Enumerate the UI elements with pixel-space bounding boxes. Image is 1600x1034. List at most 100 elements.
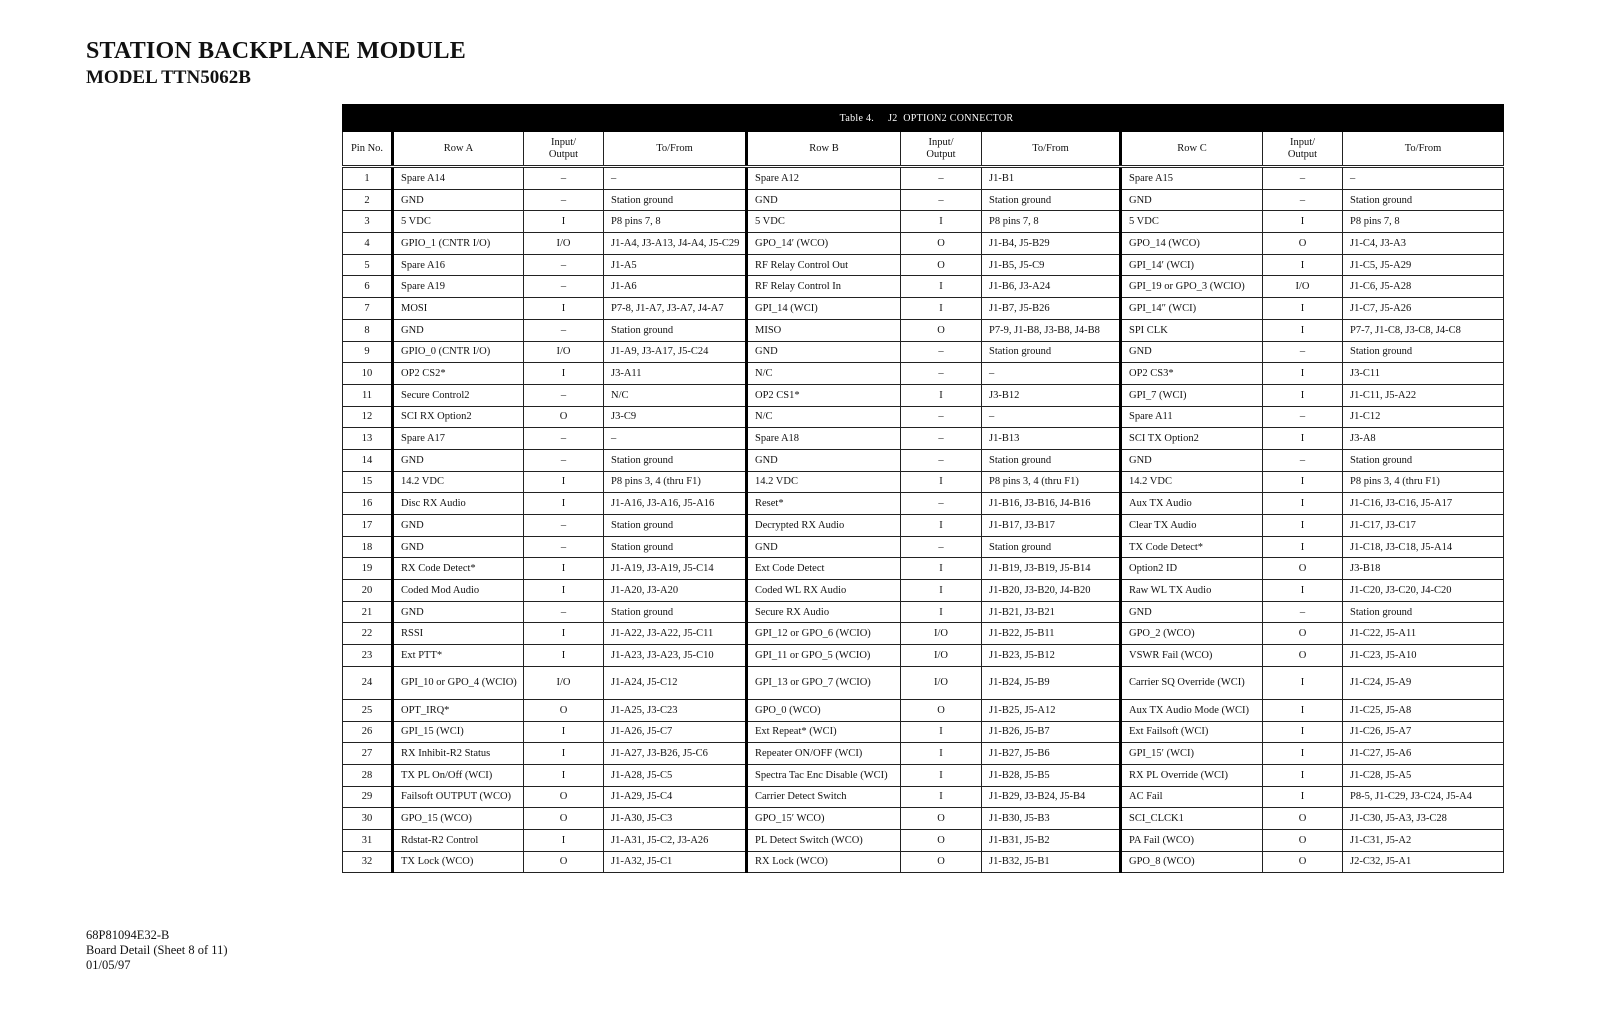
table-cell: – xyxy=(1262,340,1343,364)
sheet-label: Board Detail (Sheet 8 of 11) xyxy=(86,943,228,957)
table-cell: Secure Control2 xyxy=(391,383,524,407)
table-cell: J1-B31, J5-B2 xyxy=(981,828,1121,852)
table-cell: I xyxy=(900,383,982,407)
table-cell: – xyxy=(1262,166,1343,190)
page-title: STATION BACKPLANE MODULE xyxy=(86,38,466,64)
table-cell: J1-C25, J5-A8 xyxy=(1341,698,1505,722)
table-cell: J1-A26, J5-C7 xyxy=(603,720,747,744)
table-cell: 5 VDC xyxy=(391,210,524,234)
pin-number-cell: 25 xyxy=(342,698,393,722)
table-cell: P7-7, J1-C8, J3-C8, J4-C8 xyxy=(1341,318,1505,342)
table-cell: – xyxy=(523,188,604,212)
table-cell: O xyxy=(1262,557,1343,581)
column-header: Pin No. xyxy=(342,131,393,168)
column-header: Input/ Output xyxy=(1262,131,1343,168)
table-row: 10 OP2 CS2* I J3-A11 N/C – – OP2 CS3* I J3-C11 xyxy=(342,362,1505,385)
doc-date: 01/05/97 xyxy=(86,958,131,972)
table-cell: P8 pins 7, 8 xyxy=(603,210,747,234)
table-cell: Clear TX Audio xyxy=(1119,514,1263,537)
table-cell: Option2 ID xyxy=(1119,557,1263,581)
table-cell: J1-A9, J3-A17, J5-C24 xyxy=(603,340,747,364)
footer: 68P81094E32-B Board Detail (Sheet 8 of 1… xyxy=(86,928,228,973)
table-cell: J1-C28, J5-A5 xyxy=(1341,763,1505,787)
table-cell: – xyxy=(523,383,604,407)
table-cell: Coded WL RX Audio xyxy=(745,579,901,602)
table-cell: P8 pins 7, 8 xyxy=(1341,210,1505,234)
table-cell: J1-B27, J5-B6 xyxy=(981,742,1121,765)
table-cell: J1-B7, J5-B26 xyxy=(981,297,1121,320)
table-cell: Rdstat-R2 Control xyxy=(391,828,524,852)
table-cell: J3-A11 xyxy=(603,362,747,385)
table-cell: OPT_IRQ* xyxy=(391,698,524,722)
table-row: 5 Spare A16– J1-A5 RF Relay Control Out O J1-… xyxy=(342,253,1505,277)
table-cell: GPO_15′ WCO) xyxy=(745,807,901,830)
table-cell: – xyxy=(523,275,604,299)
table-cell: OP2 CS3* xyxy=(1119,362,1263,385)
table-row: 25 OPT_IRQ* O J1-A25, J3-C23 GPO_0 (WCO) O J1-… xyxy=(342,698,1505,722)
table-cell: GPI_13 or GPO_7 (WCIO) xyxy=(745,665,901,700)
connector-table: Table 4. J2 OPTION2 CONNECTOR Pin No. Row… xyxy=(341,104,1505,874)
table-cell: VSWR Fail (WCO) xyxy=(1119,644,1263,667)
table-cell: J1-C16, J3-C16, J5-A17 xyxy=(1341,492,1505,515)
table-cell: J1-C17, J3-C17 xyxy=(1341,514,1505,537)
table-cell: 14.2 VDC xyxy=(391,470,524,494)
table-cell: J1-A20, J3-A20 xyxy=(603,579,747,602)
pin-number-cell: 17 xyxy=(342,514,393,537)
table-cell: Spare A11 xyxy=(1119,405,1263,429)
table-cell: J1-A5 xyxy=(603,253,747,277)
table-row: 18 GND – Station ground GND – Station ground TX… xyxy=(342,535,1505,559)
table-cell: J1-A25, J3-C23 xyxy=(603,698,747,722)
table-cell: – xyxy=(523,600,604,624)
table-cell: Carrier SQ Override (WCI) xyxy=(1119,665,1263,700)
table-cell: GND xyxy=(1119,188,1263,212)
table-cell: Raw WL TX Audio xyxy=(1119,579,1263,602)
table-cell: 14.2 VDC xyxy=(1119,470,1263,494)
table-cell: O xyxy=(900,318,982,342)
table-cell: Spectra Tac Enc Disable (WCI) xyxy=(745,763,901,787)
table-cell: P8 pins 3, 4 (thru F1) xyxy=(1341,470,1505,494)
table-cell: Spare A19 xyxy=(391,275,524,299)
pin-number-cell: 8 xyxy=(342,318,393,342)
table-cell: J3-B12 xyxy=(981,383,1121,407)
pin-number-cell: 19 xyxy=(342,557,393,581)
pin-number-cell: 26 xyxy=(342,720,393,744)
table-cell: J1-A31, J5-C2, J3-A26 xyxy=(603,828,747,852)
table-cell: – xyxy=(523,253,604,277)
table-row: 12 SCI RX Option2 O J3-C9 N/C – – Spare A11– J1-… xyxy=(342,405,1505,429)
table-row: 2 GND – Station ground GND – Station ground GND… xyxy=(342,188,1505,212)
pin-number-cell: 23 xyxy=(342,644,393,667)
table-cell: I xyxy=(523,579,604,602)
table-cell: I xyxy=(900,514,982,537)
table-cell: I xyxy=(1262,210,1343,234)
table-cell: Failsoft OUTPUT (WCO) xyxy=(391,785,524,809)
table-cell: N/C xyxy=(745,362,901,385)
table-cell: I xyxy=(1262,579,1343,602)
table-cell: I xyxy=(1262,785,1343,809)
table-row: 16 Disc RX Audio I J1-A16, J3-A16, J5-A16 Re… xyxy=(342,492,1505,515)
column-header: To/From xyxy=(981,131,1121,168)
table-cell: AC Fail xyxy=(1119,785,1263,809)
table-caption: Table 4. J2 OPTION2 CONNECTOR xyxy=(341,104,1505,132)
table-cell: P7-9, J1-B8, J3-B8, J4-B8 xyxy=(981,318,1121,342)
table-cell: J1-C20, J3-C20, J4-C20 xyxy=(1341,579,1505,602)
table-row: 7 MOSI I P7-8, J1-A7, J3-A7, J4-A7 GPI_14 (W… xyxy=(342,297,1505,320)
table-row: 8 GND – Station ground MISO O P7-9, J1-B8, J3-… xyxy=(342,318,1505,342)
table-cell: I xyxy=(523,492,604,515)
table-cell: J1-A28, J5-C5 xyxy=(603,763,747,787)
table-cell: I xyxy=(900,579,982,602)
table-cell: TX Code Detect* xyxy=(1119,535,1263,559)
table-row: 28 TX PL On/Off (WCI) I J1-A28, J5-C5 Spectr… xyxy=(342,763,1505,787)
table-cell: N/C xyxy=(603,383,747,407)
table-cell: Station ground xyxy=(1341,448,1505,472)
table-cell: 5 VDC xyxy=(745,210,901,234)
table-header-row: Pin No. Row A Input/ Output To/From Row B Inp… xyxy=(342,131,1505,168)
table-cell: I/O xyxy=(523,665,604,700)
table-cell: Coded Mod Audio xyxy=(391,579,524,602)
table-cell: – xyxy=(523,427,604,450)
table-cell: J1-B25, J5-A12 xyxy=(981,698,1121,722)
table-cell: J1-B20, J3-B20, J4-B20 xyxy=(981,579,1121,602)
table-cell: Reset* xyxy=(745,492,901,515)
pin-number-cell: 24 xyxy=(342,665,393,700)
table-cell: J1-B30, J5-B3 xyxy=(981,807,1121,830)
table-cell: I xyxy=(1262,763,1343,787)
